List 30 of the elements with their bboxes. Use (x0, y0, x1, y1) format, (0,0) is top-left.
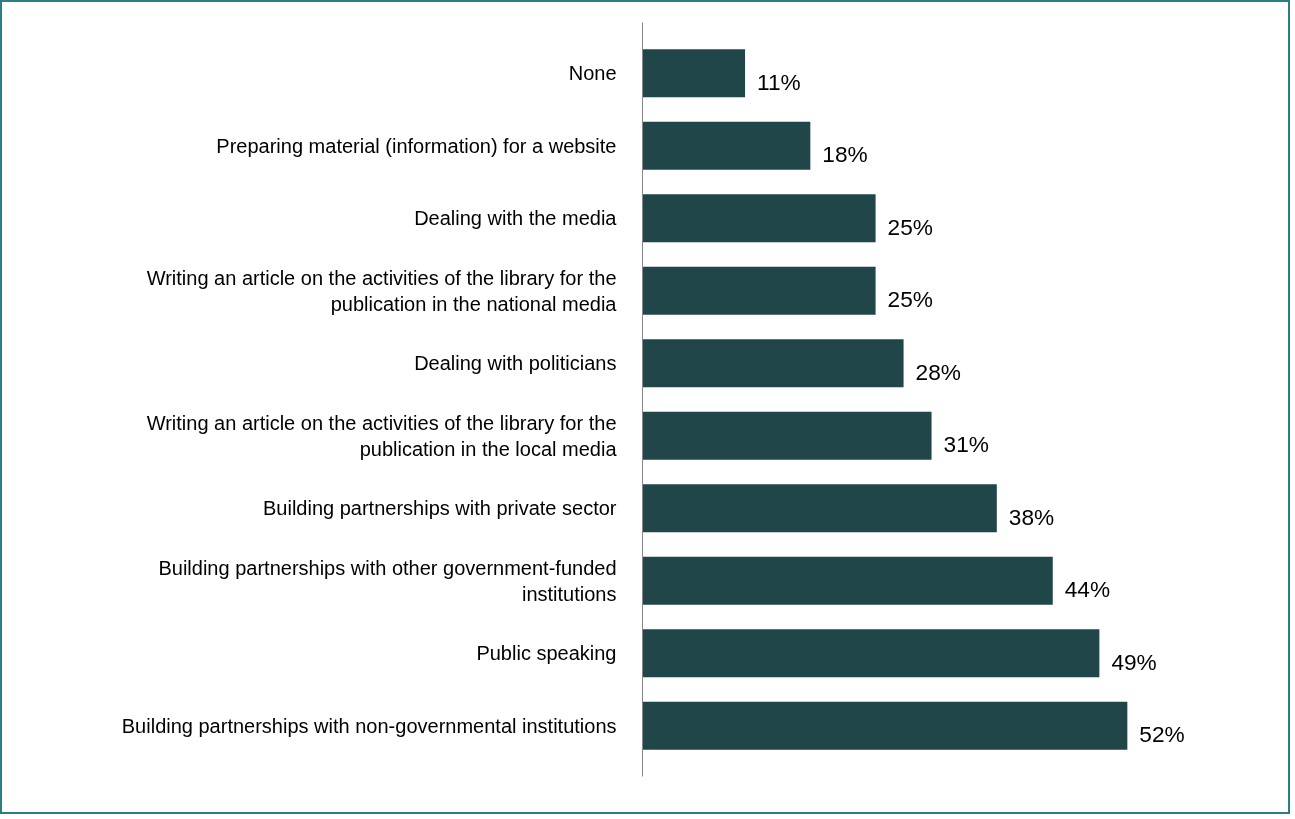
y-tick-label: Writing an article on the activities of the library for the publication in the national media (146, 266, 618, 315)
bar (642, 484, 997, 533)
data-label: 25% (887, 213, 933, 240)
bar (642, 121, 811, 170)
y-tick-label: Preparing material (information) for a website (216, 134, 617, 157)
y-tick-label: Writing an article on the activities of the library for the publication in the local media (146, 411, 618, 460)
bar (642, 339, 904, 388)
data-label: 38% (1008, 503, 1055, 530)
bar (642, 556, 1053, 605)
y-tick-label: Dealing with politicians (414, 352, 617, 375)
y-tick-label: Building partnerships with other government-funded institutions (158, 556, 617, 605)
y-tick-label: Public speaking (476, 642, 617, 665)
bar (642, 629, 1100, 678)
y-tick-label: Building partnerships with non-governmental institutions (121, 714, 617, 737)
data-label: 49% (1111, 648, 1157, 675)
data-label: 31% (943, 431, 989, 458)
data-label: 25% (887, 286, 933, 313)
data-label: 44% (1064, 576, 1111, 603)
bar (642, 266, 876, 315)
y-tick-label: None (568, 62, 617, 85)
bar (642, 411, 932, 460)
y-tick-label: Building partnerships with private sector (262, 497, 617, 520)
data-label: 52% (1139, 721, 1185, 748)
y-tick-label: Dealing with the media (414, 207, 618, 230)
data-label: 18% (822, 141, 868, 168)
data-label: 11% (757, 68, 801, 95)
bar (642, 49, 746, 98)
bar (642, 194, 876, 243)
bar (642, 701, 1128, 750)
data-label: 28% (915, 358, 961, 385)
